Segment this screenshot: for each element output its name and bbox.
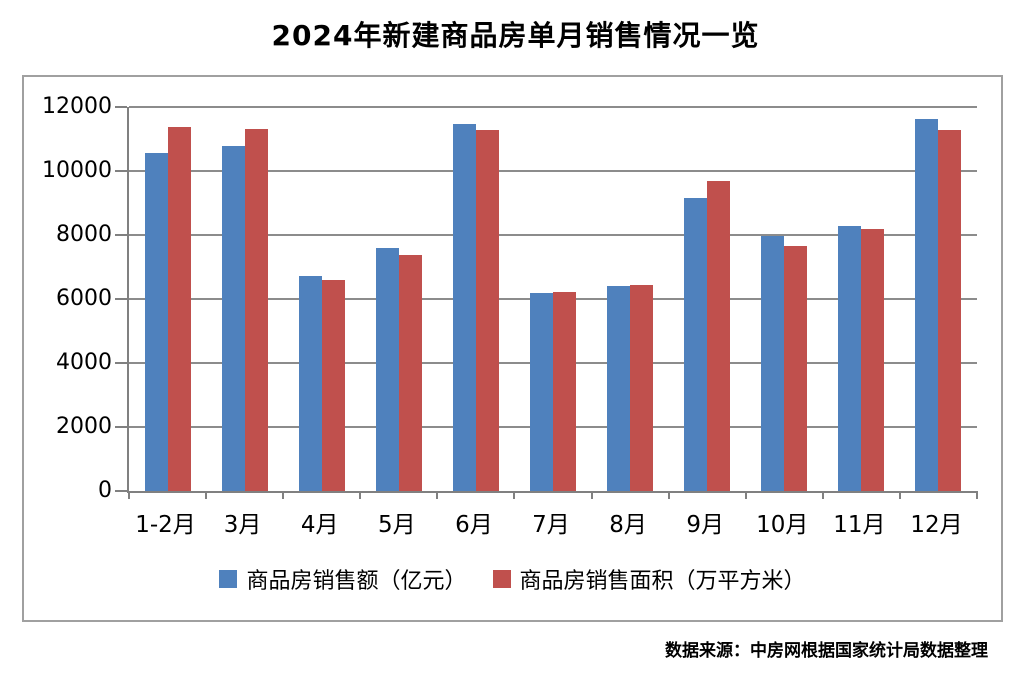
legend-item-sales-amount: 商品房销售额（亿元） xyxy=(219,563,467,595)
x-axis-label: 12月 xyxy=(910,512,963,538)
x-axis-label: 5月 xyxy=(377,512,416,538)
x-axis-tick xyxy=(821,491,824,499)
bar-sales-amount-7月 xyxy=(530,292,553,491)
x-axis-tick xyxy=(744,491,747,499)
x-axis-tick xyxy=(590,491,593,499)
bar-sales-amount-4月 xyxy=(298,276,322,491)
y-axis-tick xyxy=(115,106,127,108)
bar-sales-area-7月 xyxy=(553,291,576,491)
chart-canvas: 商品房销售额（亿元） 商品房销售面积（万平方米） 0 2000 4000 6000 80… xyxy=(22,75,1003,622)
y-axis-label: 6000 xyxy=(56,286,112,311)
x-axis-label: 1-2月 xyxy=(135,512,196,538)
x-axis-tick xyxy=(436,491,439,499)
legend: 商品房销售额（亿元） 商品房销售面积（万平方米） xyxy=(24,563,1001,595)
bar-sales-amount-9月 xyxy=(684,197,708,491)
legend-item-sales-area: 商品房销售面积（万平方米） xyxy=(492,563,806,595)
x-axis-tick xyxy=(667,491,670,499)
y-axis-label: 12000 xyxy=(42,94,112,119)
bar-sales-amount-1-2月 xyxy=(144,152,168,491)
y-axis-tick xyxy=(115,426,127,428)
bar-sales-amount-10月 xyxy=(761,235,785,491)
bar-sales-amount-12月 xyxy=(915,119,939,491)
y-axis-tick xyxy=(115,170,127,172)
x-axis-label: 10月 xyxy=(756,512,809,538)
y-axis-label: 10000 xyxy=(42,158,112,183)
y-axis-tick xyxy=(115,298,127,300)
x-axis-tick xyxy=(359,491,362,499)
gridline xyxy=(129,234,977,236)
bar-sales-amount-11月 xyxy=(838,226,862,491)
source-note: 数据来源：中房网根据国家统计局数据整理 xyxy=(665,641,988,661)
bar-sales-amount-3月 xyxy=(221,145,245,491)
legend-label-sales-area: 商品房销售面积（万平方米） xyxy=(519,569,806,594)
bar-sales-area-9月 xyxy=(707,181,731,491)
bar-sales-area-8月 xyxy=(630,284,654,491)
y-axis-label: 2000 xyxy=(56,414,112,439)
gridline xyxy=(129,106,977,108)
bar-sales-area-12月 xyxy=(938,130,962,491)
y-axis-label: 8000 xyxy=(56,222,112,247)
y-axis-label: 0 xyxy=(98,478,112,503)
bar-sales-area-6月 xyxy=(475,130,499,491)
plot-area xyxy=(127,106,978,499)
bar-sales-area-11月 xyxy=(861,228,885,491)
y-axis-tick xyxy=(115,362,127,364)
y-axis-label: 4000 xyxy=(56,350,112,375)
x-axis-tick xyxy=(513,491,516,499)
legend-label-sales-amount: 商品房销售额（亿元） xyxy=(246,569,467,594)
bar-sales-area-4月 xyxy=(321,280,345,491)
legend-swatch-sales-area xyxy=(492,570,511,588)
bar-sales-area-10月 xyxy=(784,246,808,491)
x-axis-label: 6月 xyxy=(455,512,493,538)
x-axis-tick xyxy=(898,491,901,499)
chart-title: 2024年新建商品房单月销售情况一览 xyxy=(271,19,760,52)
bar-sales-amount-6月 xyxy=(452,124,476,491)
gridline xyxy=(129,170,977,172)
bar-sales-area-5月 xyxy=(398,254,422,491)
x-axis-tick xyxy=(128,491,130,499)
x-axis-tick xyxy=(205,491,208,499)
x-axis-label: 11月 xyxy=(833,512,886,538)
y-axis-tick xyxy=(115,234,127,236)
bar-sales-area-1-2月 xyxy=(167,127,191,491)
x-axis-label: 4月 xyxy=(300,512,339,538)
x-axis-tick xyxy=(282,491,285,499)
legend-swatch-sales-amount xyxy=(219,570,238,588)
bar-sales-amount-8月 xyxy=(607,286,631,491)
x-axis-tick xyxy=(976,491,978,499)
x-axis-label: 3月 xyxy=(223,512,262,538)
x-axis-label: 8月 xyxy=(609,512,647,538)
x-axis-label: 7月 xyxy=(532,512,570,538)
bar-sales-area-3月 xyxy=(244,129,268,491)
x-axis-label: 9月 xyxy=(686,512,724,538)
bar-sales-amount-5月 xyxy=(375,247,399,491)
y-axis-tick xyxy=(115,490,127,492)
